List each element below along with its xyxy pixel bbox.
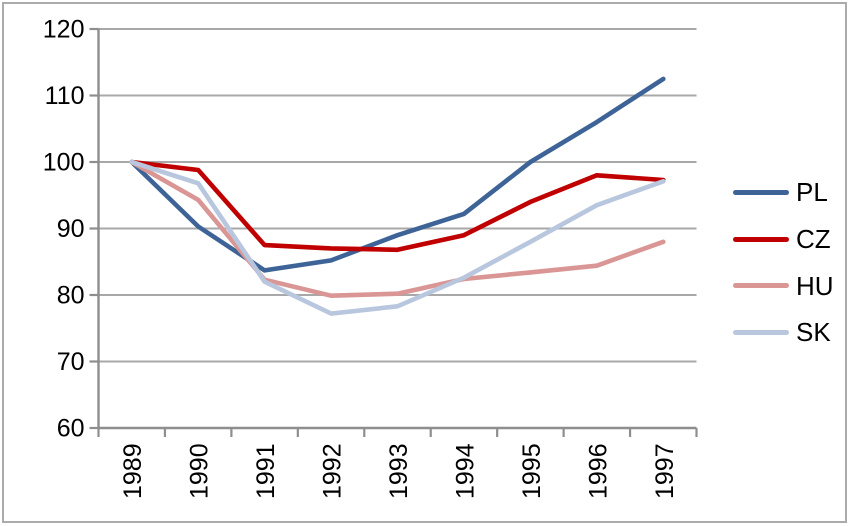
legend-item-sk: SK xyxy=(733,309,834,356)
y-tick-label-80: 80 xyxy=(57,282,85,310)
legend-item-hu: HU xyxy=(733,262,834,309)
x-tick-label-1990: 1990 xyxy=(186,443,214,499)
y-tick-label-110: 110 xyxy=(45,82,85,110)
series-line-sk xyxy=(129,159,666,316)
legend-item-pl: PL xyxy=(733,169,834,216)
x-tick-label-1995: 1995 xyxy=(518,443,546,499)
legend-label-pl: PL xyxy=(796,177,828,208)
y-tick-label-70: 70 xyxy=(57,348,85,376)
y-tick-label-100: 100 xyxy=(43,149,85,177)
legend: PL CZ HU SK xyxy=(733,169,834,356)
legend-item-cz: CZ xyxy=(733,216,834,263)
pl-line-swatch xyxy=(733,189,789,195)
legend-label-sk: SK xyxy=(796,317,831,348)
tick-marks xyxy=(89,27,698,437)
series-line-hu xyxy=(129,159,666,299)
x-tick-label-1996: 1996 xyxy=(584,443,612,499)
hu-line-swatch xyxy=(733,283,789,289)
x-axis-tick-labels: 1989 1990 1991 1992 1993 1994 1995 1996 1997 xyxy=(119,443,679,499)
legend-label-hu: HU xyxy=(796,270,834,301)
cz-line-swatch xyxy=(733,236,789,242)
legend-label-cz: CZ xyxy=(796,224,831,255)
sk-line-swatch xyxy=(733,329,789,335)
x-tick-label-1994: 1994 xyxy=(451,443,479,499)
y-tick-label-90: 90 xyxy=(57,215,85,243)
y-axis-tick-labels: 120 110 100 90 80 70 60 xyxy=(43,16,85,443)
series-line-cz xyxy=(129,159,666,253)
x-tick-label-1991: 1991 xyxy=(252,443,280,499)
y-tick-label-120: 120 xyxy=(43,16,85,44)
series-line-pl xyxy=(129,76,666,273)
series-lines xyxy=(129,76,666,316)
y-tick-label-60: 60 xyxy=(57,415,85,443)
x-tick-label-1993: 1993 xyxy=(385,443,413,499)
x-tick-label-1989: 1989 xyxy=(119,443,147,499)
x-tick-label-1997: 1997 xyxy=(651,443,679,499)
x-tick-label-1992: 1992 xyxy=(319,443,347,499)
